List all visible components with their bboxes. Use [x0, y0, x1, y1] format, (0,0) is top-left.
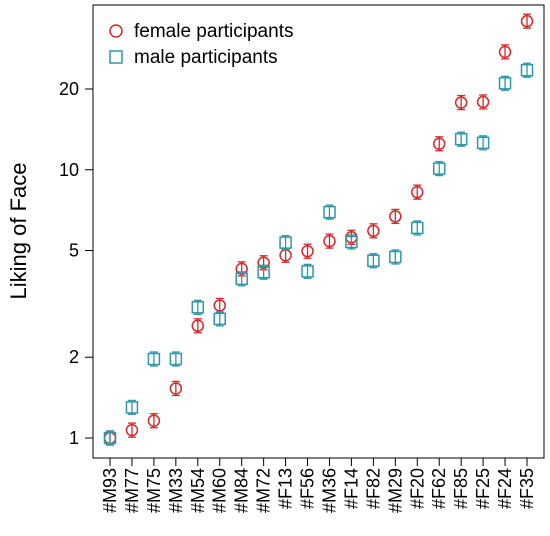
x-tick-label: #M93 — [100, 468, 120, 513]
x-tick-label: #M60 — [210, 468, 230, 513]
y-tick-label: 20 — [59, 79, 79, 99]
data-point — [454, 132, 468, 146]
data-point — [411, 185, 424, 199]
y-axis-title: Liking of Face — [6, 163, 31, 300]
x-tick-label: #F82 — [363, 468, 383, 509]
y-tick-label: 2 — [69, 347, 79, 367]
x-tick-label: #F24 — [495, 468, 515, 509]
plot-frame — [92, 4, 545, 459]
x-tick-label: #M29 — [385, 468, 405, 513]
data-point — [191, 301, 205, 314]
series-female — [103, 13, 534, 446]
data-marks — [103, 13, 534, 446]
data-point — [389, 250, 402, 264]
data-point — [301, 244, 314, 258]
x-tick-label: #M75 — [144, 468, 164, 513]
legend-label: male participants — [134, 47, 278, 68]
legend-marker-female — [109, 24, 123, 38]
x-tick-label: #F13 — [276, 468, 296, 509]
data-point — [476, 136, 490, 150]
data-point — [367, 254, 380, 267]
data-point — [147, 352, 161, 366]
data-point — [323, 234, 336, 248]
x-tick-label: #F85 — [451, 468, 471, 509]
legend: female participants male participants — [109, 21, 293, 68]
data-point — [411, 221, 424, 235]
y-tick-label: 5 — [69, 241, 79, 261]
x-tick-label: #F25 — [473, 468, 493, 509]
data-point — [498, 45, 512, 59]
data-point — [213, 312, 226, 326]
data-point — [301, 265, 314, 278]
x-tick-label: #M84 — [232, 468, 252, 513]
data-point — [345, 235, 358, 249]
x-tick-label: #F14 — [341, 468, 361, 509]
x-tick-label: #M33 — [166, 468, 186, 513]
data-point — [191, 319, 205, 333]
y-tick-label: 10 — [59, 160, 79, 180]
data-point — [279, 236, 292, 249]
x-axis: #M93 #M77 #M75 #M33 #M54 #M60 #M84 #M72 #F13 #F56… — [100, 458, 537, 513]
data-point — [147, 414, 161, 427]
data-point — [476, 95, 490, 109]
data-point — [389, 210, 402, 223]
y-axis: 1 2 5 10 20 — [59, 79, 93, 448]
data-point — [213, 299, 226, 312]
legend-marker-male — [109, 50, 123, 64]
data-point — [235, 272, 248, 286]
data-point — [432, 137, 446, 151]
data-point — [432, 162, 446, 175]
data-point — [520, 63, 534, 77]
data-point — [125, 423, 139, 437]
x-tick-label: #M36 — [319, 468, 339, 513]
data-point — [257, 265, 270, 279]
series-male — [103, 62, 534, 446]
x-tick-label: #M72 — [254, 468, 274, 513]
data-point — [323, 205, 336, 219]
x-tick-label: #M54 — [188, 468, 208, 513]
x-tick-label: #M77 — [122, 468, 142, 513]
x-tick-label: #F62 — [429, 468, 449, 509]
x-tick-label: #F35 — [517, 468, 537, 509]
data-point — [520, 14, 534, 28]
data-point — [498, 77, 512, 90]
legend-label: female participants — [134, 21, 293, 42]
data-point — [169, 352, 183, 366]
x-tick-label: #F20 — [407, 468, 427, 509]
y-tick-label: 1 — [69, 428, 79, 448]
data-point — [103, 431, 117, 445]
x-tick-label: #F56 — [298, 468, 318, 509]
data-point — [169, 382, 183, 395]
data-point — [125, 401, 139, 414]
data-point — [454, 96, 468, 109]
data-point — [367, 224, 380, 238]
